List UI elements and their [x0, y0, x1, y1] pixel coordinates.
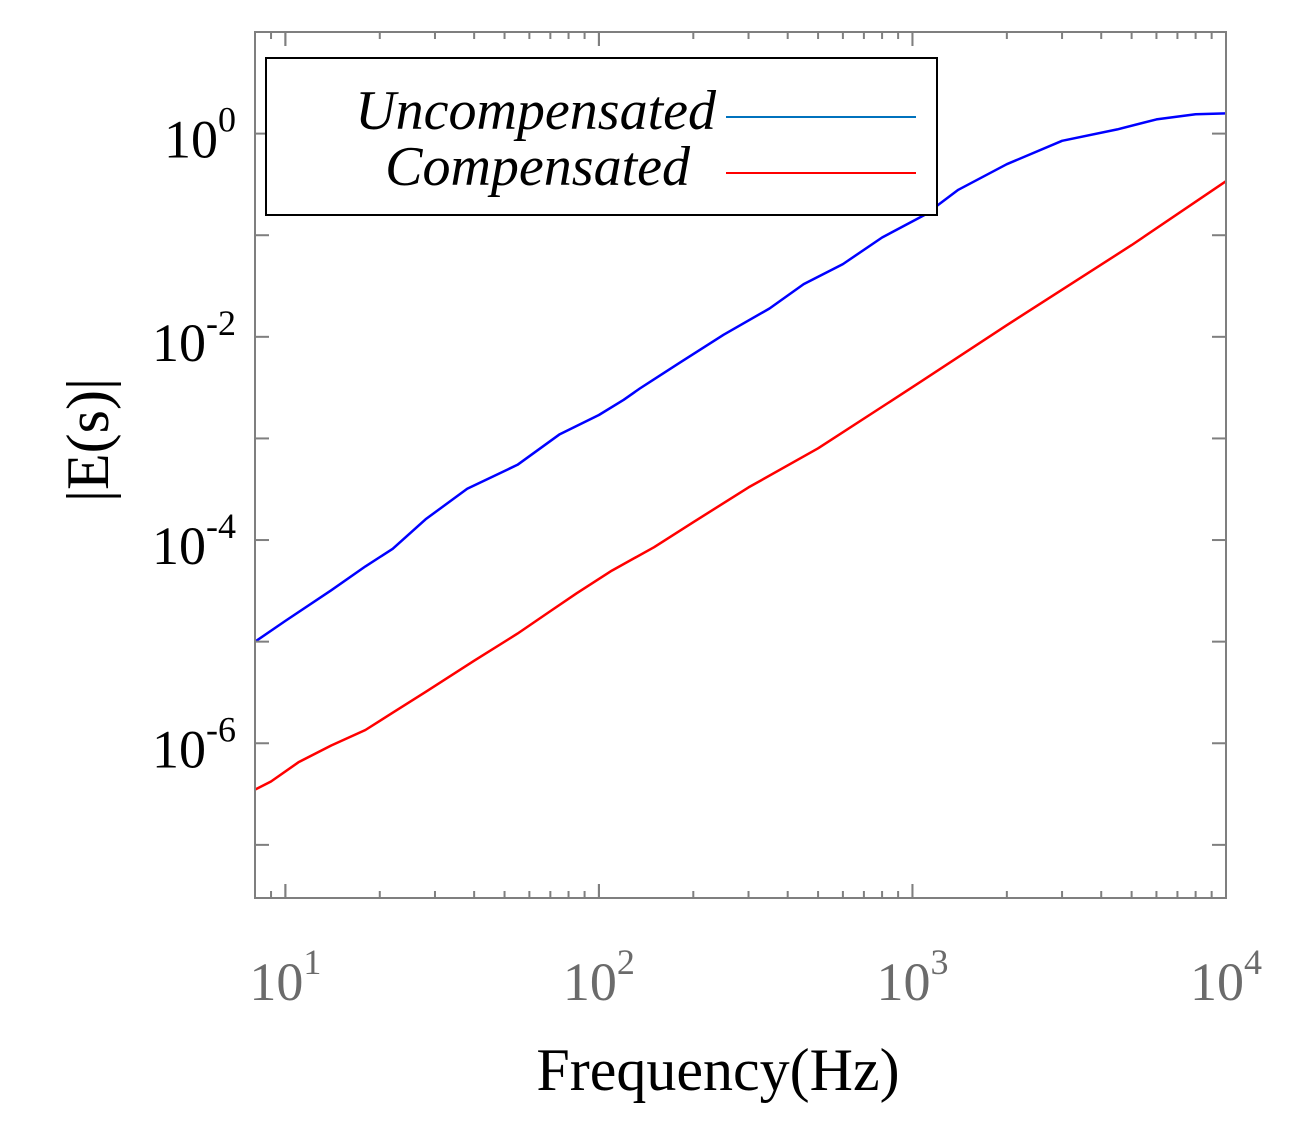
- y-tick-label: 10-2: [152, 303, 236, 373]
- y-axis-label: |E(s)|: [55, 378, 121, 502]
- axes-frame: [254, 31, 1227, 899]
- y-tick-label: 100: [164, 100, 236, 170]
- series-layer: [254, 112, 1227, 791]
- legend-label-uncompensated: Uncompensated: [355, 80, 717, 142]
- legend-box: [265, 57, 938, 216]
- x-tick-label: 101: [249, 942, 321, 1012]
- x-tick-label: 104: [1190, 942, 1262, 1012]
- legend: Uncompensated Compensated: [265, 57, 938, 216]
- y-tick-label: 10-4: [152, 506, 236, 576]
- series-line-compensated: [254, 180, 1227, 791]
- x-tick-label: 102: [563, 942, 635, 1012]
- tick-label-layer: 101 102 103 104 100 10-2 10-4 10-6: [152, 100, 1262, 1012]
- tick-layer: [254, 31, 1227, 898]
- legend-label-compensated: Compensated: [385, 136, 691, 198]
- x-tick-label: 103: [876, 942, 948, 1012]
- series-line-uncompensated: [254, 112, 1227, 643]
- y-tick-label: 10-6: [152, 709, 236, 779]
- x-axis-label: Frequency(Hz): [536, 1037, 899, 1103]
